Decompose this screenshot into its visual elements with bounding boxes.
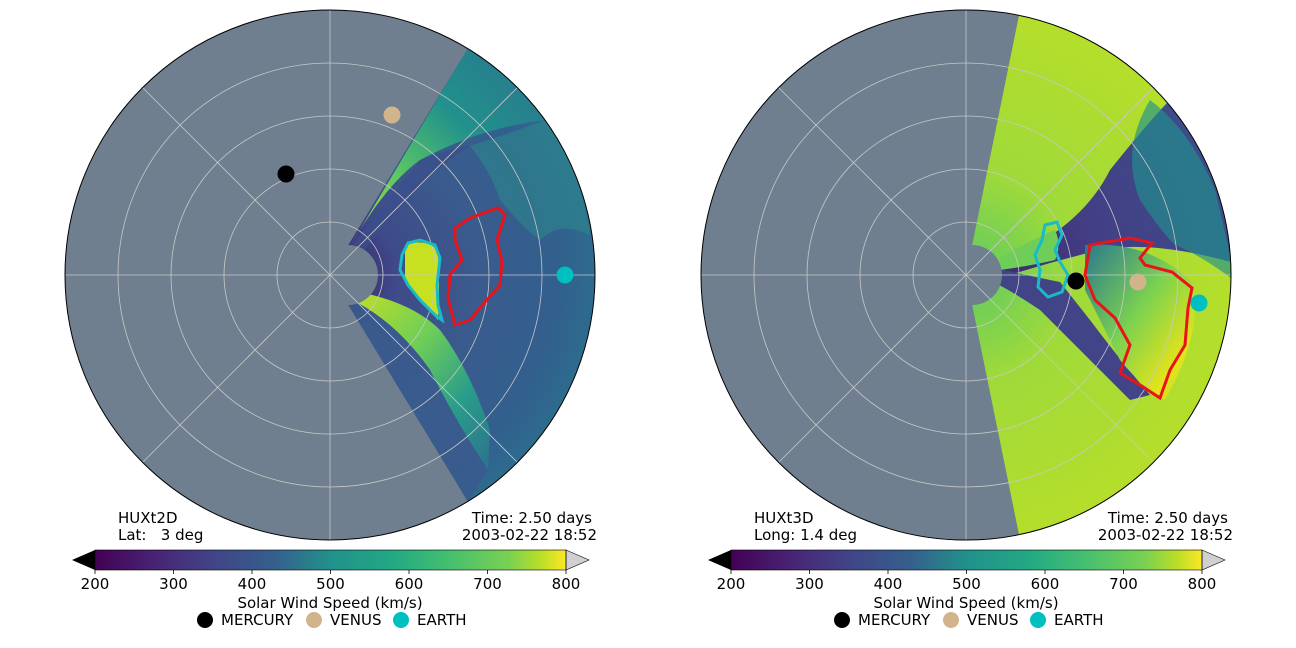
right-grid [700,9,1232,541]
left-legend-venus-icon [306,612,322,628]
grid-spoke [778,87,967,276]
left-coord-label: Lat: 3 deg [118,526,203,544]
right-legend-earth-label: EARTH [1054,611,1104,629]
colorbar-tick-label: 600 [1031,575,1060,593]
colorbar-tick-label: 500 [952,575,981,593]
left-colorbar: 200 300 400 500 600 700 800 Solar Wind Speed (… [72,549,590,612]
right-venus-marker [1129,273,1147,291]
colorbar-tick-label: 700 [473,575,502,593]
right-model-label: HUXt3D [754,509,814,527]
grid-spoke [329,274,518,463]
colorbar-tick-label: 200 [81,575,110,593]
right-colorbar-bar [731,550,1202,570]
left-lower-slow-cavity [348,298,488,502]
right-teal-band [1132,100,1231,278]
grid-spoke [778,274,967,463]
colorbar-tick-label: 800 [552,575,581,593]
left-colorbar-extend-high [565,549,590,571]
right-colorbar-label: Solar Wind Speed (km/s) [873,594,1058,612]
right-mercury-marker [1067,272,1085,290]
right-legend-mercury-icon [834,612,850,628]
right-inner-cme [1000,230,1059,270]
right-cme-cyan-contour [1033,220,1070,299]
left-colorbar-label: Solar Wind Speed (km/s) [237,594,422,612]
left-venus-marker [383,106,401,124]
left-cme-core [405,242,439,320]
left-legend-mercury-icon [197,612,213,628]
grid-spoke [142,274,331,463]
left-plot-border [64,9,596,541]
grid-spoke [329,87,518,276]
left-upper-fast-stream [348,48,545,250]
left-legend-earth-icon [393,612,409,628]
colorbar-tick-label: 800 [1188,575,1217,593]
colorbar-tick-label: 200 [717,575,746,593]
colorbar-tick-label: 400 [238,575,267,593]
left-model-label: HUXt2D [118,509,178,527]
right-legend-earth-icon [1030,612,1046,628]
grid-spoke [142,87,331,276]
colorbar-tick-label: 600 [395,575,424,593]
right-legend-venus-icon [943,612,959,628]
right-legend: MERCURY VENUS EARTH [834,611,1104,629]
grid-spoke [965,274,1154,463]
left-earth-marker [556,266,574,284]
left-polar-plot: HUXt2D Lat: 3 deg Time: 2.50 days 2003-0… [64,9,597,629]
left-cme-red-contour [446,206,507,327]
right-date-label: 2003-02-22 18:52 [1098,526,1233,544]
right-colorbar-extend-high [1201,549,1226,571]
colorbar-tick-label: 300 [159,575,188,593]
left-outer-stream [470,120,590,240]
left-cme-cyan-contour [398,238,445,324]
left-grid [64,9,596,541]
left-mercury-marker [277,165,295,183]
right-cme-red-contour [1083,236,1194,401]
left-upper-slow-cavity [348,145,470,258]
colorbar-tick-label: 300 [795,575,824,593]
left-time-label: Time: 2.50 days [471,509,592,527]
right-colorbar: 200 300 400 500 600 700 800 Solar Wind Speed (… [708,549,1226,612]
left-colorbar-extend-low [72,550,95,570]
right-earth-marker [1190,294,1208,312]
left-legend-venus-label: VENUS [330,611,381,629]
right-colorbar-extend-low [708,550,731,570]
colorbar-tick-label: 700 [1109,575,1138,593]
right-legend-mercury-label: MERCURY [858,611,931,629]
left-legend: MERCURY VENUS EARTH [197,611,467,629]
right-cme-fast-region [1085,244,1196,400]
left-legend-mercury-label: MERCURY [221,611,294,629]
colorbar-tick-label: 400 [874,575,903,593]
right-plot-border [700,9,1232,541]
left-date-label: 2003-02-22 18:52 [462,526,597,544]
left-lower-fast-stream [348,290,490,470]
left-legend-earth-label: EARTH [417,611,467,629]
colorbar-tick-label: 500 [316,575,345,593]
grid-spoke [965,87,1154,276]
right-coord-label: Long: 1.4 deg [754,526,857,544]
right-legend-venus-label: VENUS [967,611,1018,629]
left-colorbar-bar [95,550,566,570]
right-polar-plot: HUXt3D Long: 1.4 deg Time: 2.50 days 200… [700,9,1233,629]
right-slow-stream-inner [995,268,1150,400]
right-time-label: Time: 2.50 days [1107,509,1228,527]
